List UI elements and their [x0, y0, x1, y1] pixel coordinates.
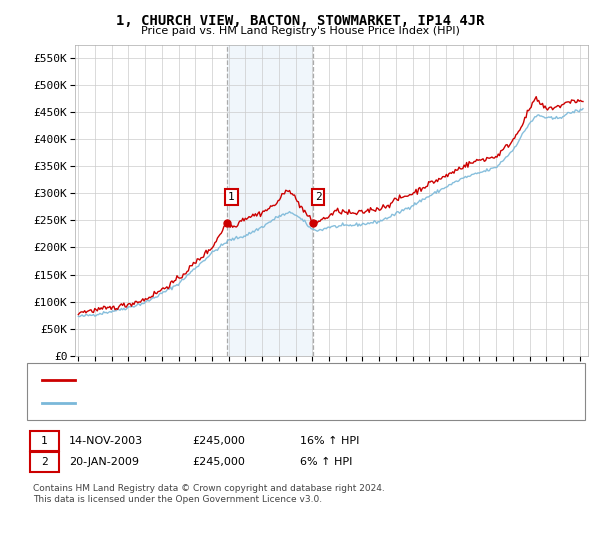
- Text: £245,000: £245,000: [192, 436, 245, 446]
- Text: 16% ↑ HPI: 16% ↑ HPI: [300, 436, 359, 446]
- Text: £245,000: £245,000: [192, 457, 245, 467]
- Text: 2: 2: [315, 192, 322, 202]
- Text: Price paid vs. HM Land Registry's House Price Index (HPI): Price paid vs. HM Land Registry's House …: [140, 26, 460, 36]
- Text: 1, CHURCH VIEW, BACTON, STOWMARKET, IP14 4JR: 1, CHURCH VIEW, BACTON, STOWMARKET, IP14…: [116, 14, 484, 28]
- Text: HPI: Average price, detached house, Mid Suffolk: HPI: Average price, detached house, Mid …: [84, 398, 335, 408]
- Text: 1: 1: [41, 436, 48, 446]
- Text: 14-NOV-2003: 14-NOV-2003: [69, 436, 143, 446]
- Text: 1, CHURCH VIEW, BACTON, STOWMARKET, IP14 4JR (detached house): 1, CHURCH VIEW, BACTON, STOWMARKET, IP14…: [84, 375, 447, 385]
- Text: 20-JAN-2009: 20-JAN-2009: [69, 457, 139, 467]
- Text: 6% ↑ HPI: 6% ↑ HPI: [300, 457, 352, 467]
- Bar: [227, 45, 313, 356]
- Text: 2: 2: [41, 457, 48, 467]
- Text: Contains HM Land Registry data © Crown copyright and database right 2024.
This d: Contains HM Land Registry data © Crown c…: [33, 484, 385, 504]
- Text: 1: 1: [228, 192, 235, 202]
